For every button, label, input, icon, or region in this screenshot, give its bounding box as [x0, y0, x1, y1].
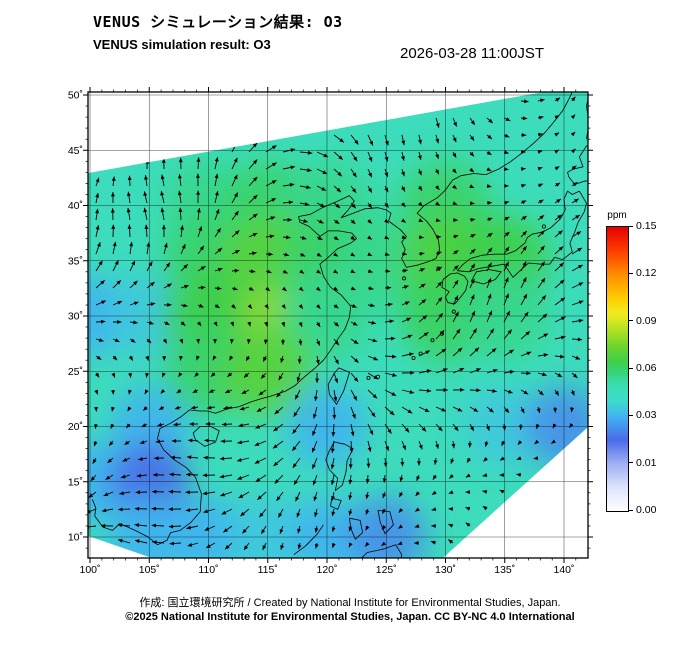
colorbar-gradient — [606, 226, 629, 512]
page-title-jp: VENUS シミュレーション結果: O3 — [93, 13, 343, 31]
lon-tick-label: 120˚ — [316, 564, 337, 576]
colorbar-tick-label: 0.00 — [636, 504, 657, 516]
colorbar-tick-mark — [629, 414, 633, 416]
axis-labels: 100˚ 105˚ 110˚ 115˚ 120˚ 125˚ 130˚ 135˚ 140˚ 10˚ 1… — [68, 90, 575, 577]
colorbar-tick-mark — [629, 225, 633, 227]
colorbar-tick-label: 0.09 — [636, 314, 657, 327]
lat-tick-label: 20˚ — [68, 421, 83, 433]
lat-tick-label: 35˚ — [68, 255, 83, 267]
license-line: ©2025 National Institute for Environment… — [125, 611, 575, 623]
lon-tick-label: 130˚ — [435, 564, 456, 576]
lon-tick-label: 115˚ — [258, 564, 278, 576]
colorbar-tick-label: 0.01 — [636, 456, 657, 469]
map-frame — [87, 91, 589, 559]
lat-tick-label: 30˚ — [68, 311, 83, 323]
lat-tick-label: 10˚ — [68, 532, 83, 544]
colorbar-unit-label: ppm — [607, 210, 627, 221]
lat-tick-label: 25˚ — [68, 366, 83, 378]
lon-tick-label: 140˚ — [553, 564, 574, 576]
colorbar-tick-mark — [629, 320, 633, 322]
page-title-en: VENUS simulation result: O3 — [93, 37, 271, 52]
lon-tick-label: 125˚ — [376, 564, 397, 576]
colorbar-tick-mark — [629, 367, 633, 369]
lon-tick-label: 100˚ — [79, 564, 100, 576]
graticule — [88, 92, 588, 558]
colorbar-tick-label: 0.15 — [636, 220, 657, 232]
lon-tick-label: 110˚ — [198, 564, 218, 576]
colorbar: ppm 0.15 0.12 0.09 0.06 0.03 0.01 0.00 — [604, 198, 700, 538]
colorbar-tick-mark — [629, 272, 633, 274]
lon-tick-label: 135˚ — [494, 564, 515, 576]
lat-tick-label: 50˚ — [68, 90, 83, 102]
lat-tick-label: 40˚ — [68, 200, 83, 212]
credit-line: 作成: 国立環境研究所 / Created by National Instit… — [139, 597, 561, 609]
lat-tick-label: 45˚ — [68, 145, 83, 157]
colorbar-tick-label: 0.12 — [636, 267, 657, 280]
lon-tick-label: 105˚ — [139, 564, 160, 576]
colorbar-tick-mark — [629, 462, 633, 464]
lat-tick-label: 15˚ — [68, 476, 83, 488]
colorbar-tick-mark — [629, 509, 633, 511]
colorbar-tick-label: 0.03 — [636, 409, 657, 422]
timestamp: 2026-03-28 11:00JST — [400, 45, 544, 62]
wind-arrows — [88, 96, 584, 551]
colorbar-tick-label: 0.06 — [636, 362, 657, 374]
